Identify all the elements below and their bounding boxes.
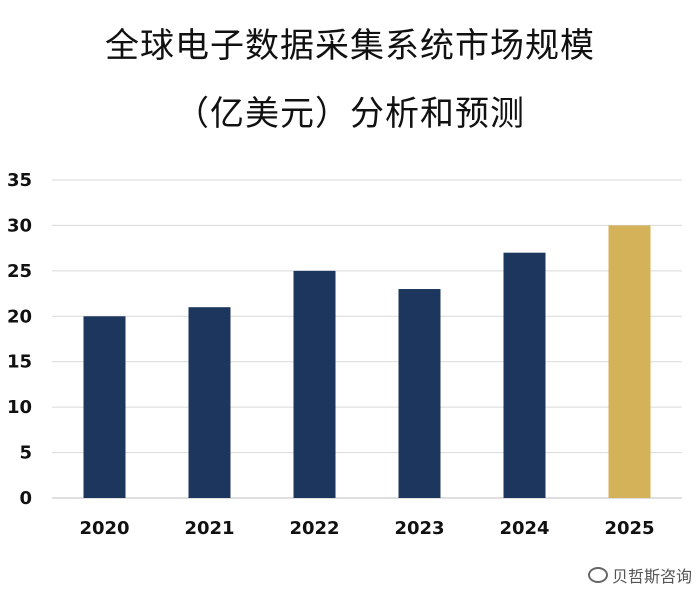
y-tick-label: 30 — [7, 215, 32, 236]
x-tick-label: 2020 — [79, 518, 129, 539]
x-tick-label: 2024 — [499, 518, 549, 539]
watermark-text: 贝哲斯咨询 — [611, 567, 692, 586]
y-tick-label: 20 — [7, 306, 32, 327]
bar-2020 — [83, 316, 126, 498]
y-axis-ticks: 0 5 10 15 20 25 30 35 — [7, 170, 32, 509]
x-tick-label: 2025 — [604, 518, 654, 539]
y-tick-label: 0 — [19, 488, 32, 509]
y-tick-label: 10 — [7, 397, 32, 418]
weibo-logo-icon — [587, 567, 608, 583]
bar-2025 — [608, 225, 651, 498]
x-tick-label: 2023 — [394, 518, 444, 539]
bar-2021 — [188, 307, 231, 498]
bar-2022 — [293, 270, 336, 498]
bar-2024 — [503, 252, 546, 498]
bar-2023 — [398, 289, 441, 498]
chart-title-line1: 全球电子数据采集系统市场规模 — [105, 26, 595, 66]
x-tick-label: 2021 — [184, 518, 234, 539]
y-tick-label: 5 — [19, 443, 32, 464]
x-axis-ticks: 2020 2021 2022 2023 2024 2025 — [79, 518, 654, 539]
grid-lines — [52, 179, 682, 499]
y-tick-label: 35 — [7, 170, 32, 191]
x-tick-label: 2022 — [289, 518, 339, 539]
bars — [83, 225, 651, 498]
watermark-corner: 贝哲斯咨询 — [587, 563, 692, 587]
y-tick-label: 25 — [7, 261, 32, 282]
y-tick-label: 15 — [7, 352, 32, 373]
chart-title-line2: （亿美元）分析和预测 — [175, 94, 525, 134]
